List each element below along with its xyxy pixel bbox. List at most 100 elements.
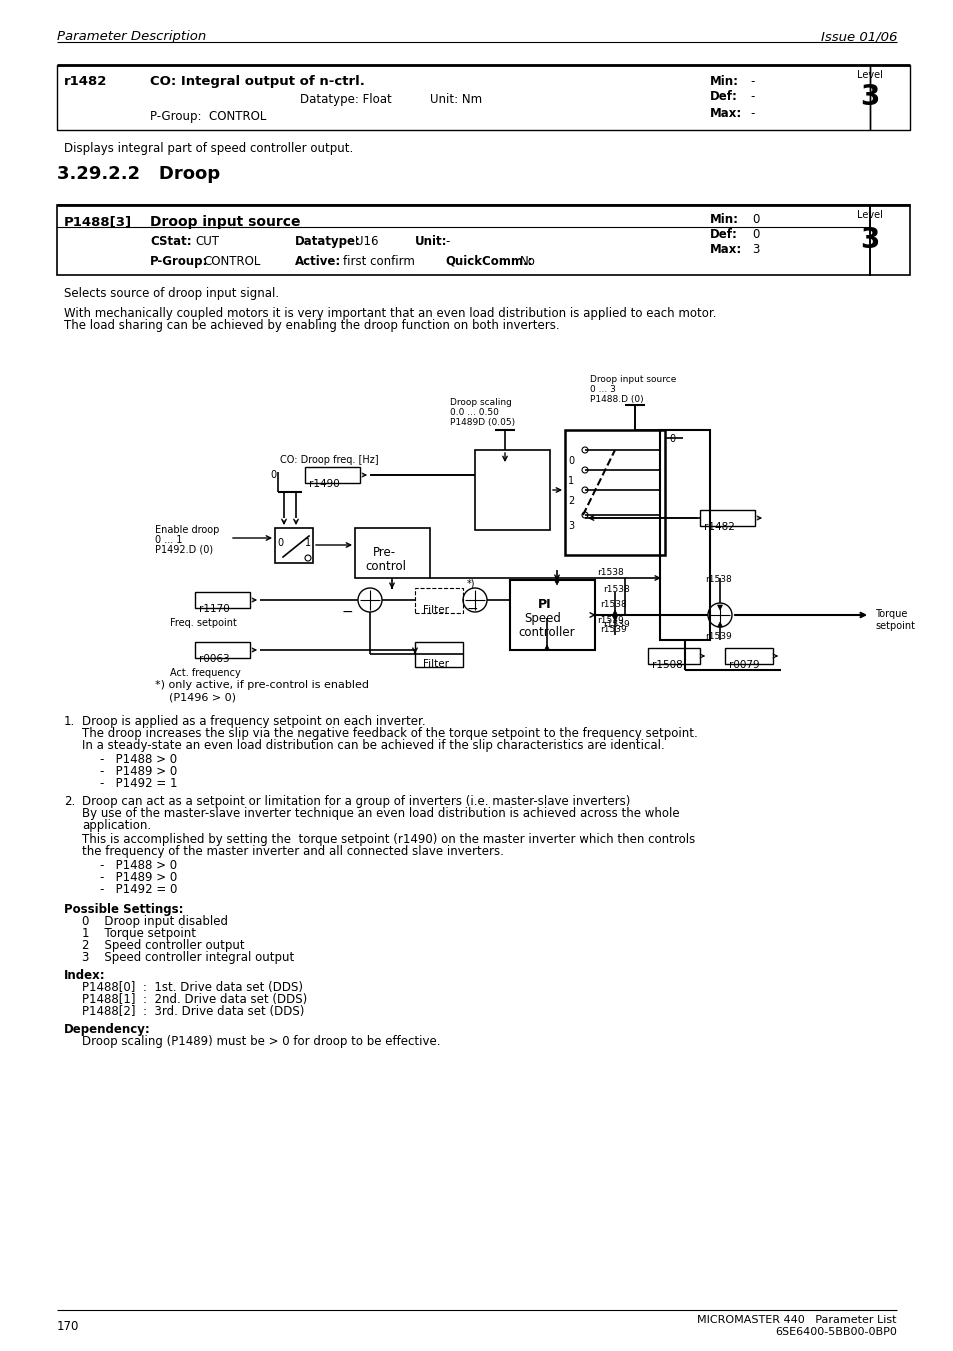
Text: r1538: r1538 (599, 600, 626, 609)
Bar (510, 580, 595, 650)
Text: No: No (519, 255, 536, 267)
Text: U16: U16 (355, 235, 378, 249)
Text: Datatype:: Datatype: (294, 235, 360, 249)
Polygon shape (612, 616, 617, 621)
Text: P1488[3]: P1488[3] (64, 215, 132, 228)
Text: setpoint: setpoint (874, 621, 914, 631)
Text: CONTROL: CONTROL (203, 255, 260, 267)
Text: -: - (749, 76, 754, 88)
Text: Droop input source: Droop input source (589, 376, 676, 384)
Text: Freq. setpoint: Freq. setpoint (170, 617, 236, 628)
Text: -: - (749, 107, 754, 120)
Bar (194, 642, 250, 658)
Text: Selects source of droop input signal.: Selects source of droop input signal. (64, 286, 279, 300)
Polygon shape (612, 611, 617, 615)
Text: The droop increases the slip via the negative feedback of the torque setpoint to: The droop increases the slip via the neg… (82, 727, 697, 740)
Text: 3: 3 (567, 521, 574, 531)
Text: 3: 3 (751, 243, 759, 255)
Text: 3: 3 (860, 82, 879, 111)
Polygon shape (717, 605, 721, 611)
Text: -   P1489 > 0: - P1489 > 0 (100, 871, 177, 884)
Text: Min:: Min: (709, 76, 739, 88)
Text: application.: application. (82, 819, 151, 832)
Text: Index:: Index: (64, 969, 106, 982)
Polygon shape (554, 580, 558, 585)
Text: 0: 0 (751, 213, 759, 226)
Text: Active:: Active: (294, 255, 341, 267)
Text: Droop can act as a setpoint or limitation for a group of inverters (i.e. master-: Droop can act as a setpoint or limitatio… (82, 794, 630, 808)
Text: Unit:: Unit: (415, 235, 447, 249)
Bar (564, 430, 664, 555)
Text: CO: Integral output of n-ctrl.: CO: Integral output of n-ctrl. (150, 76, 364, 88)
Text: QuickComm.:: QuickComm.: (444, 255, 532, 267)
Bar (305, 467, 359, 484)
Bar (415, 588, 462, 613)
Bar (659, 430, 709, 640)
Text: P1488[2]  :  3rd. Drive data set (DDS): P1488[2] : 3rd. Drive data set (DDS) (82, 1005, 304, 1019)
Text: P-Group:  CONTROL: P-Group: CONTROL (150, 109, 266, 123)
Text: 0 ... 3: 0 ... 3 (589, 385, 616, 394)
Text: Issue 01/06: Issue 01/06 (820, 30, 896, 43)
Text: -   P1488 > 0: - P1488 > 0 (100, 859, 177, 871)
Text: 0: 0 (668, 434, 675, 444)
Text: *) only active, if pre-control is enabled: *) only active, if pre-control is enable… (154, 680, 369, 690)
Text: This is accomplished by setting the  torque setpoint (r1490) on the master inver: This is accomplished by setting the torq… (82, 834, 695, 846)
Text: Droop scaling (P1489) must be > 0 for droop to be effective.: Droop scaling (P1489) must be > 0 for dr… (82, 1035, 440, 1048)
Text: the frequency of the master inverter and all connected slave inverters.: the frequency of the master inverter and… (82, 844, 503, 858)
Text: -   P1489 > 0: - P1489 > 0 (100, 765, 177, 778)
Text: 6SE6400-5BB00-0BP0: 6SE6400-5BB00-0BP0 (774, 1327, 896, 1337)
Text: -: - (444, 235, 449, 249)
Text: MICROMASTER 440   Parameter List: MICROMASTER 440 Parameter List (697, 1315, 896, 1325)
Bar (647, 648, 700, 663)
Text: -   P1488 > 0: - P1488 > 0 (100, 753, 177, 766)
Text: Max:: Max: (709, 243, 741, 255)
Text: 0: 0 (270, 470, 275, 480)
Bar (355, 528, 430, 578)
Text: r1490: r1490 (309, 480, 339, 489)
Text: PI: PI (537, 598, 551, 611)
Bar (57, 65, 869, 130)
Text: Dependency:: Dependency: (64, 1023, 151, 1036)
Text: Filter: Filter (422, 605, 449, 615)
Text: Min:: Min: (709, 213, 739, 226)
Text: −: − (341, 605, 354, 619)
Text: r0079: r0079 (728, 661, 759, 670)
Text: 0: 0 (567, 457, 574, 466)
Text: 3: 3 (860, 226, 879, 254)
Text: Possible Settings:: Possible Settings: (64, 902, 183, 916)
Bar (869, 205, 909, 276)
Bar (415, 642, 462, 667)
Text: 1    Torque setpoint: 1 Torque setpoint (82, 927, 195, 940)
Text: P1488[0]  :  1st. Drive data set (DDS): P1488[0] : 1st. Drive data set (DDS) (82, 981, 303, 994)
Text: Datatype: Float: Datatype: Float (299, 93, 392, 105)
Text: CStat:: CStat: (150, 235, 192, 249)
Text: 0    Droop input disabled: 0 Droop input disabled (82, 915, 228, 928)
Text: r1539: r1539 (599, 626, 626, 634)
Text: (P1496 > 0): (P1496 > 0) (154, 692, 235, 703)
Text: 3.29.2.2   Droop: 3.29.2.2 Droop (57, 165, 220, 182)
Text: 1.: 1. (64, 715, 75, 728)
Text: 3    Speed controller integral output: 3 Speed controller integral output (82, 951, 294, 965)
Text: P1488.D (0): P1488.D (0) (589, 394, 643, 404)
Text: CUT: CUT (194, 235, 219, 249)
Text: 1: 1 (305, 538, 311, 549)
Text: r1539: r1539 (704, 632, 731, 640)
Text: P1488[1]  :  2nd. Drive data set (DDS): P1488[1] : 2nd. Drive data set (DDS) (82, 993, 307, 1006)
Text: Enable droop: Enable droop (154, 526, 219, 535)
Text: 0 ... 1: 0 ... 1 (154, 535, 182, 544)
Text: 0: 0 (276, 538, 283, 549)
Text: −: − (467, 603, 478, 616)
Text: Displays integral part of speed controller output.: Displays integral part of speed controll… (64, 142, 353, 155)
Text: r1538: r1538 (602, 585, 629, 594)
Circle shape (305, 555, 311, 561)
Text: r1539: r1539 (602, 620, 629, 630)
Text: 170: 170 (57, 1320, 79, 1333)
Text: Level: Level (856, 209, 882, 220)
Bar (475, 450, 550, 530)
Bar (724, 648, 772, 663)
Text: -   P1492 = 1: - P1492 = 1 (100, 777, 177, 790)
Text: 0: 0 (751, 228, 759, 240)
Text: r1482: r1482 (703, 521, 734, 532)
Text: Filter: Filter (422, 659, 449, 669)
Text: 1: 1 (567, 476, 574, 486)
